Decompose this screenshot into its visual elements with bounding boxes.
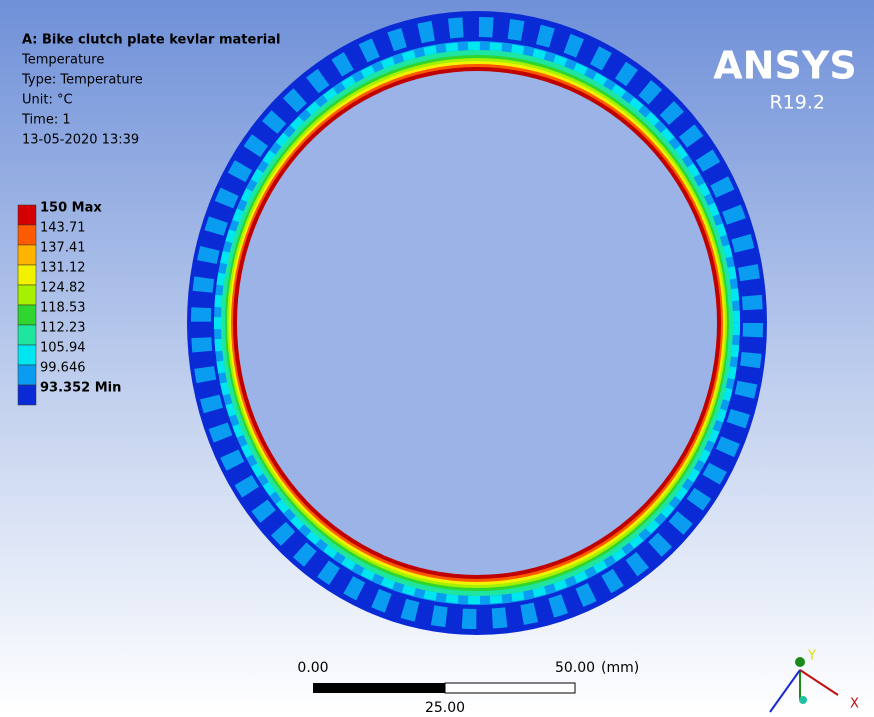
scale-label: 0.00 <box>297 660 328 676</box>
legend-label: 99.646 <box>40 361 86 376</box>
info-line: Type: Temperature <box>21 73 143 88</box>
legend-swatch <box>18 305 36 325</box>
legend-swatch <box>18 325 36 345</box>
scale-label: 25.00 <box>425 700 465 716</box>
logo-version: R19.2 <box>769 92 825 114</box>
clutch-plate-model <box>187 11 767 635</box>
axis-label: X <box>850 697 859 712</box>
legend-swatch <box>18 345 36 365</box>
legend-label: 137.41 <box>40 241 86 256</box>
scale-segment <box>313 683 445 693</box>
scale-label: 50.00 <box>555 660 595 676</box>
viewport: A: Bike clutch plate kevlar material Tem… <box>0 0 874 717</box>
legend-label: 112.23 <box>40 321 86 336</box>
legend-swatch <box>18 385 36 405</box>
legend-label: 143.71 <box>40 221 86 236</box>
info-line: Temperature <box>21 53 104 68</box>
legend-swatch <box>18 225 36 245</box>
legend-label: 105.94 <box>40 341 86 356</box>
legend-label: 124.82 <box>40 281 86 296</box>
page: {"header": {"title": "A: Bike clutch pla… <box>0 0 874 717</box>
legend-swatch <box>18 365 36 385</box>
legend-swatch <box>18 245 36 265</box>
result-title: A: Bike clutch plate kevlar material <box>22 33 280 48</box>
legend-swatch <box>18 205 36 225</box>
scale-segment <box>445 683 575 693</box>
legend-label: 118.53 <box>40 301 86 316</box>
info-line: Unit: °C <box>22 93 73 108</box>
scale-unit: (mm) <box>601 660 639 676</box>
legend-label: 93.352 Min <box>40 381 121 396</box>
info-line: 13-05-2020 13:39 <box>22 133 139 148</box>
logo-name: ANSYS <box>713 44 856 88</box>
legend-label: 150 Max <box>40 201 102 216</box>
legend-label: 131.12 <box>40 261 86 276</box>
legend-swatch <box>18 285 36 305</box>
legend-swatch <box>18 265 36 285</box>
axis-label: Y <box>807 649 816 664</box>
info-line: Time: 1 <box>21 113 71 128</box>
